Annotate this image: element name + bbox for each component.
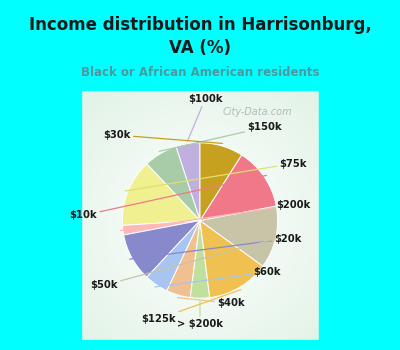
Text: City-Data.com: City-Data.com [222,107,292,117]
Text: $200k: $200k [120,200,310,231]
Bar [319,91,330,350]
Text: $10k: $10k [70,175,266,220]
Text: $75k: $75k [125,159,307,191]
Text: Black or African American residents: Black or African American residents [81,66,319,79]
Wedge shape [200,206,278,266]
Bar [70,91,81,350]
Text: $50k: $50k [90,238,278,290]
Wedge shape [200,143,242,220]
Text: $40k: $40k [178,298,245,308]
Text: $20k: $20k [130,234,302,259]
Wedge shape [190,220,210,298]
Wedge shape [200,155,276,220]
Text: $150k: $150k [159,122,282,152]
Wedge shape [200,220,263,298]
Wedge shape [122,164,200,225]
Text: $100k: $100k [188,94,222,141]
Wedge shape [122,220,200,235]
Text: > $200k: > $200k [177,301,223,329]
Wedge shape [147,147,200,220]
Wedge shape [124,220,200,277]
Text: $60k: $60k [155,267,281,287]
Text: Income distribution in Harrisonburg,
VA (%): Income distribution in Harrisonburg, VA … [29,16,371,57]
Wedge shape [147,220,200,291]
Text: $30k: $30k [104,130,222,143]
Bar [70,340,330,350]
Text: $125k: $125k [141,289,241,324]
Wedge shape [176,143,200,220]
Wedge shape [167,220,200,298]
